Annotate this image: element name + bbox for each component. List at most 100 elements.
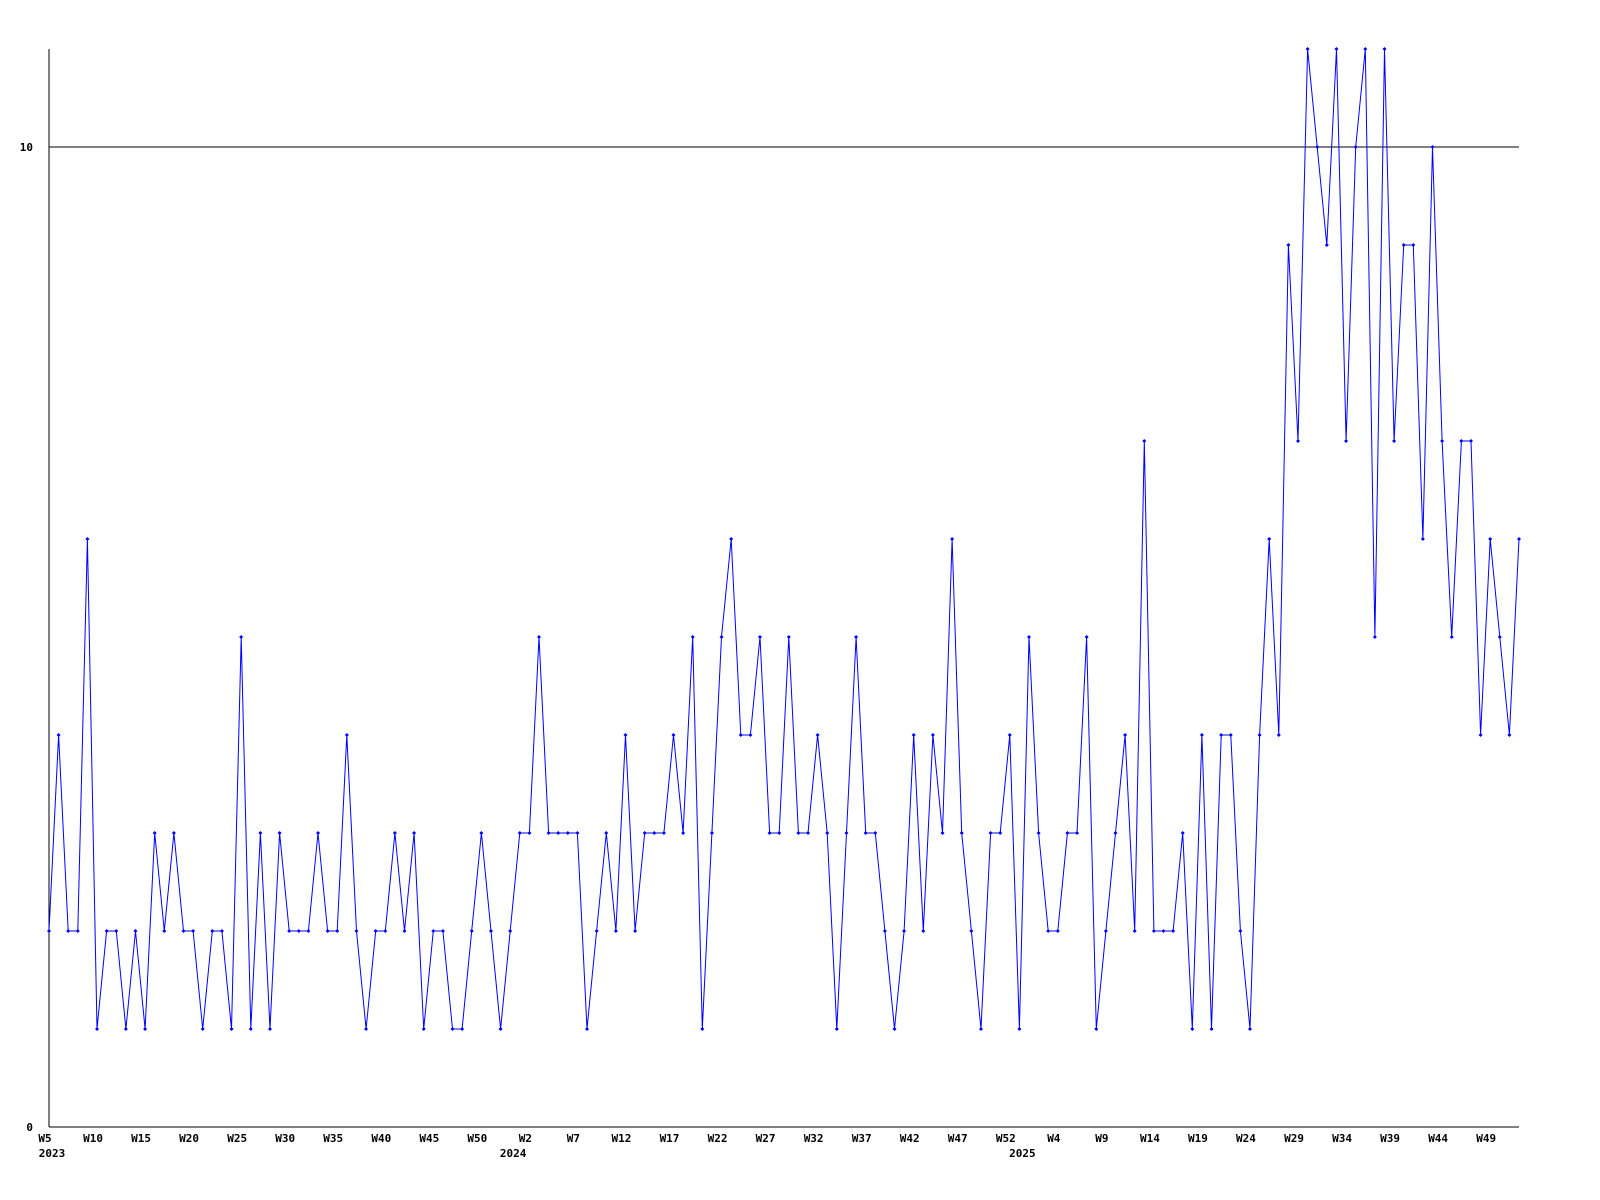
data-point xyxy=(1247,1027,1252,1031)
data-point xyxy=(729,537,734,541)
y-tick-labels: 0 10 xyxy=(20,141,33,1134)
x-tick-label: W32 xyxy=(804,1132,824,1145)
x-tick-label: W34 xyxy=(1332,1132,1352,1145)
series-line xyxy=(48,48,1520,1030)
data-point xyxy=(767,831,772,835)
data-point xyxy=(469,929,474,933)
data-point xyxy=(1334,47,1339,51)
data-point xyxy=(296,929,301,933)
x-tick-label: W9 xyxy=(1095,1132,1108,1145)
data-point xyxy=(1488,537,1493,541)
data-point xyxy=(940,831,945,835)
data-point xyxy=(306,929,311,933)
data-point xyxy=(1103,929,1108,933)
data-point xyxy=(546,831,551,835)
data-point xyxy=(354,929,359,933)
data-point xyxy=(66,929,71,933)
data-point xyxy=(1363,47,1368,51)
data-point xyxy=(1055,929,1060,933)
x-tick-label: W22 xyxy=(708,1132,728,1145)
data-point xyxy=(440,929,445,933)
data-point xyxy=(1094,1027,1099,1031)
data-point xyxy=(585,1027,590,1031)
axes xyxy=(48,49,1519,1128)
y-tick-label: 10 xyxy=(20,141,33,154)
data-point xyxy=(1517,537,1521,541)
data-point xyxy=(719,635,724,639)
data-point xyxy=(556,831,561,835)
data-point xyxy=(498,1027,503,1031)
data-point xyxy=(882,929,887,933)
data-point xyxy=(316,831,321,835)
data-point xyxy=(219,929,224,933)
x-tick-label: W24 xyxy=(1236,1132,1256,1145)
data-point xyxy=(623,733,628,737)
data-point xyxy=(1075,831,1080,835)
year-label: 2024 xyxy=(500,1147,527,1160)
data-point xyxy=(652,831,657,835)
data-point xyxy=(604,831,609,835)
data-point xyxy=(575,831,580,835)
data-point xyxy=(1199,733,1204,737)
data-point xyxy=(1497,635,1502,639)
data-point xyxy=(373,929,378,933)
data-point xyxy=(1065,831,1070,835)
series xyxy=(47,47,1521,1031)
data-point xyxy=(47,929,51,933)
data-point xyxy=(229,1027,234,1031)
data-point xyxy=(325,929,330,933)
data-point xyxy=(1420,537,1425,541)
x-tick-label: W47 xyxy=(948,1132,968,1145)
data-point xyxy=(796,831,801,835)
data-point xyxy=(1007,733,1012,737)
x-tick-label: W10 xyxy=(83,1132,103,1145)
data-point xyxy=(959,831,964,835)
x-tick-label: W49 xyxy=(1476,1132,1496,1145)
data-point xyxy=(1209,1027,1214,1031)
data-point xyxy=(565,831,570,835)
data-point xyxy=(1315,145,1320,149)
data-point xyxy=(1190,1027,1195,1031)
data-point xyxy=(210,929,215,933)
data-point xyxy=(104,929,109,933)
data-point xyxy=(1449,635,1454,639)
data-point xyxy=(854,635,859,639)
data-point xyxy=(383,929,388,933)
x-tick-label: W50 xyxy=(467,1132,487,1145)
data-point xyxy=(277,831,282,835)
data-point xyxy=(863,831,868,835)
data-point xyxy=(633,929,638,933)
x-tick-label: W2 xyxy=(519,1132,532,1145)
data-point xyxy=(709,831,714,835)
data-point xyxy=(834,1027,839,1031)
data-point xyxy=(825,831,830,835)
data-point xyxy=(191,929,196,933)
x-tick-label: W29 xyxy=(1284,1132,1304,1145)
data-point xyxy=(1046,929,1051,933)
data-point xyxy=(56,733,61,737)
data-point xyxy=(123,1027,128,1031)
data-point xyxy=(1171,929,1176,933)
data-point xyxy=(969,929,974,933)
data-point xyxy=(950,537,955,541)
x-tick-label: W25 xyxy=(227,1132,247,1145)
x-tick-label: W45 xyxy=(419,1132,439,1145)
data-point xyxy=(998,831,1003,835)
data-point xyxy=(200,1027,205,1031)
x-tick-label: W35 xyxy=(323,1132,343,1145)
data-point xyxy=(527,831,532,835)
data-point xyxy=(1142,439,1147,443)
data-point xyxy=(133,929,138,933)
x-tick-label: W7 xyxy=(567,1132,580,1145)
data-point xyxy=(1411,243,1416,247)
x-tick-label: W27 xyxy=(756,1132,776,1145)
data-point xyxy=(1353,145,1358,149)
data-point xyxy=(1228,733,1233,737)
data-point xyxy=(1267,537,1272,541)
data-point xyxy=(1392,439,1397,443)
data-point xyxy=(1459,439,1464,443)
data-point xyxy=(786,635,791,639)
data-point xyxy=(85,537,90,541)
data-point xyxy=(537,635,541,639)
data-point xyxy=(1344,439,1349,443)
